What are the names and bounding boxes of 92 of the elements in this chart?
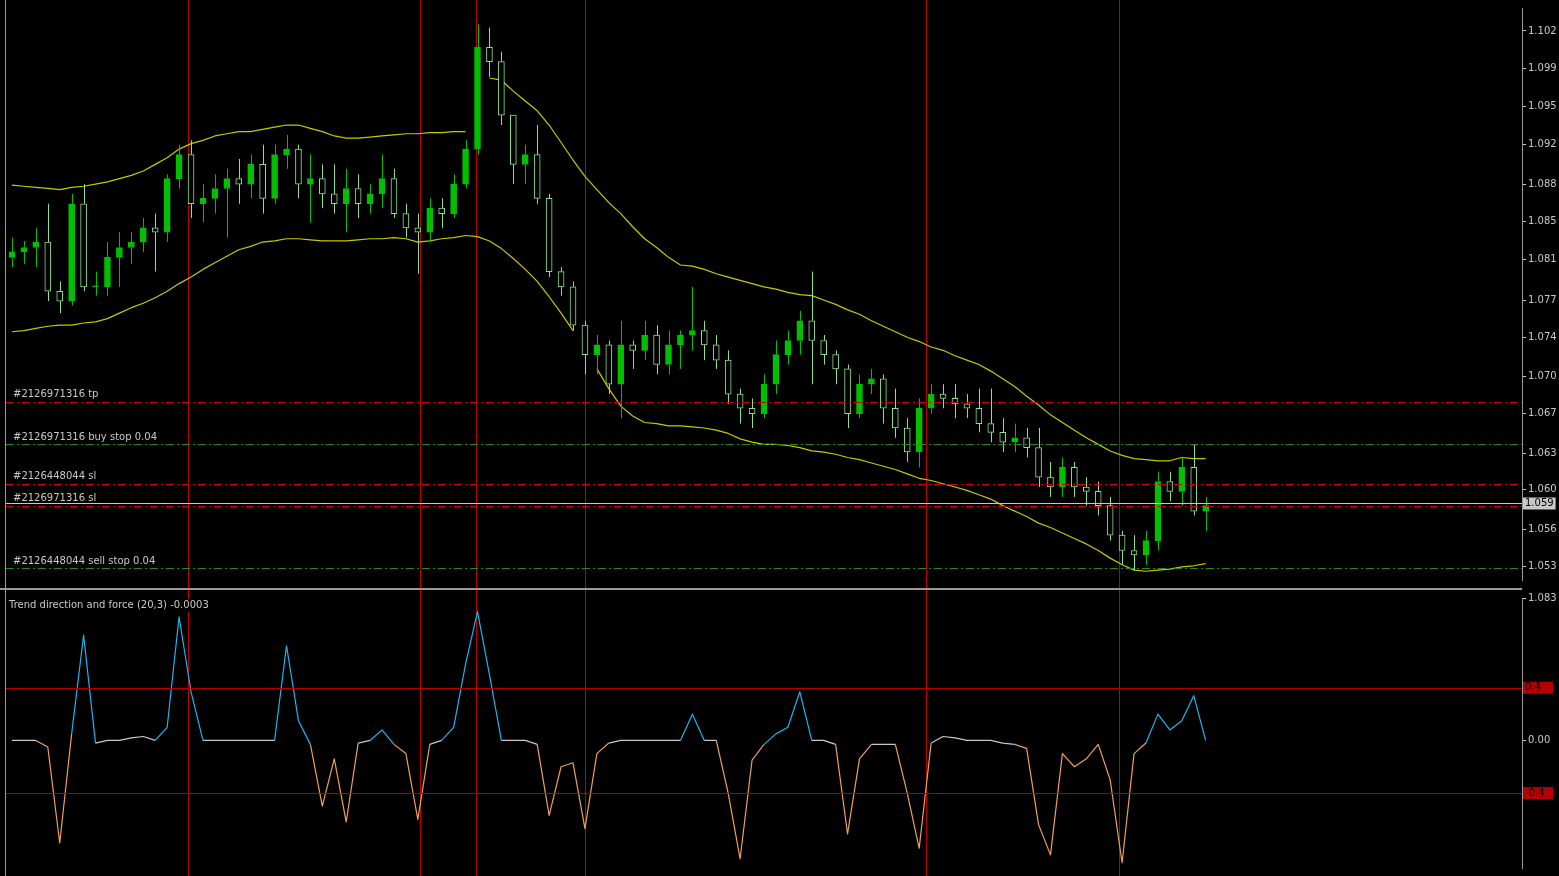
candlestick xyxy=(438,197,446,229)
y-tick-label: 0.00 xyxy=(1528,734,1551,746)
candlestick xyxy=(104,241,111,297)
y-tick-label: 1.085 xyxy=(1528,214,1557,226)
y-tick-label: 1.060 xyxy=(1528,482,1557,494)
candlestick xyxy=(844,364,851,429)
candlestick xyxy=(653,324,660,375)
candlestick xyxy=(259,144,266,215)
candlestick xyxy=(486,27,493,78)
candlestick xyxy=(665,330,672,375)
ref-line-label: #2126448044 sl xyxy=(13,470,97,482)
candlestick xyxy=(462,139,469,189)
candlestick xyxy=(533,124,541,205)
candlestick xyxy=(44,203,52,302)
y-tick-label: 1.067 xyxy=(1528,407,1557,419)
candlestick xyxy=(605,339,613,395)
y-tick-label: 1.056 xyxy=(1528,523,1557,535)
candlestick xyxy=(68,193,75,306)
y-tick-label: 1.077 xyxy=(1528,293,1557,305)
candlestick xyxy=(116,231,123,288)
candlestick xyxy=(915,397,923,468)
candlestick xyxy=(307,154,314,223)
candlestick xyxy=(629,339,637,370)
candlestick xyxy=(700,320,708,361)
candlestick xyxy=(92,271,99,297)
ref-line-label: #2126971316 tp xyxy=(13,388,99,400)
ref-line-label: #2126971316 buy stop 0.04 xyxy=(13,430,158,442)
candlestick xyxy=(724,349,732,405)
candlestick xyxy=(617,320,625,419)
candlestick xyxy=(712,334,720,370)
candlestick xyxy=(1178,457,1186,507)
candlestick xyxy=(151,213,159,273)
y-tick-label: 1.088 xyxy=(1528,177,1557,189)
y-tick-label: 1.102 xyxy=(1528,24,1557,36)
candlestick xyxy=(891,388,899,439)
candlestick xyxy=(856,373,863,419)
y-tick-label: 1.081 xyxy=(1528,253,1557,265)
candlestick xyxy=(868,368,875,395)
y-tick-label: 1.099 xyxy=(1528,61,1557,73)
candlestick xyxy=(56,280,64,314)
candlestick xyxy=(330,163,338,215)
candlestick xyxy=(426,197,434,243)
candlestick xyxy=(808,271,816,385)
candlestick xyxy=(820,334,828,366)
candlestick xyxy=(498,51,505,126)
y-tick-label: 1.053 xyxy=(1528,560,1557,572)
candlestick xyxy=(283,134,290,170)
candlestick xyxy=(1059,457,1066,498)
chart-title: Trend direction and force (20,3) -0.0003 xyxy=(8,598,209,610)
candlestick xyxy=(128,231,135,265)
candlestick xyxy=(223,168,231,239)
y-tick-label: 1.092 xyxy=(1528,138,1557,150)
candlestick xyxy=(641,320,648,361)
candlestick xyxy=(903,417,911,463)
candlestick xyxy=(1094,481,1102,516)
candlestick xyxy=(271,144,278,205)
candlestick xyxy=(880,373,887,425)
candlestick xyxy=(1106,496,1114,542)
ref-line-label: 1.059 xyxy=(1525,497,1554,509)
y-tick-label: 1.074 xyxy=(1528,330,1557,342)
candlestick xyxy=(80,183,87,292)
candlestick xyxy=(342,168,350,233)
candlestick xyxy=(235,158,243,205)
candlestick xyxy=(1202,496,1209,532)
candlestick xyxy=(1023,427,1030,459)
candlestick xyxy=(247,154,255,199)
y-tick-label: 1.063 xyxy=(1528,446,1557,458)
candlestick xyxy=(295,144,302,199)
y-tick-label: 1.070 xyxy=(1528,370,1557,382)
candlestick xyxy=(1035,427,1042,488)
candlestick xyxy=(677,330,684,370)
candlestick xyxy=(319,163,326,209)
candlestick xyxy=(1190,443,1198,516)
candlestick xyxy=(139,217,147,253)
y-tick-label: 1.095 xyxy=(1528,100,1557,112)
ref-line-label: #2126448044 sell stop 0.04 xyxy=(13,554,156,566)
ref-line-label: 0.4 xyxy=(1525,681,1541,693)
candlestick xyxy=(689,286,696,351)
candlestick xyxy=(987,388,995,443)
ref-line-label: -0.4 xyxy=(1525,786,1545,798)
candlestick xyxy=(796,310,804,356)
candlestick xyxy=(1082,476,1090,507)
y-tick-label: 1.083 xyxy=(1528,591,1557,603)
candlestick xyxy=(474,23,481,156)
candlestick xyxy=(999,417,1007,453)
candlestick xyxy=(1071,461,1078,498)
candlestick xyxy=(450,173,457,219)
candlestick xyxy=(1011,423,1019,453)
candlestick xyxy=(832,349,839,385)
candlestick xyxy=(414,213,422,275)
ref-line-label: #2126971316 sl xyxy=(13,492,97,504)
candlestick xyxy=(211,173,219,215)
